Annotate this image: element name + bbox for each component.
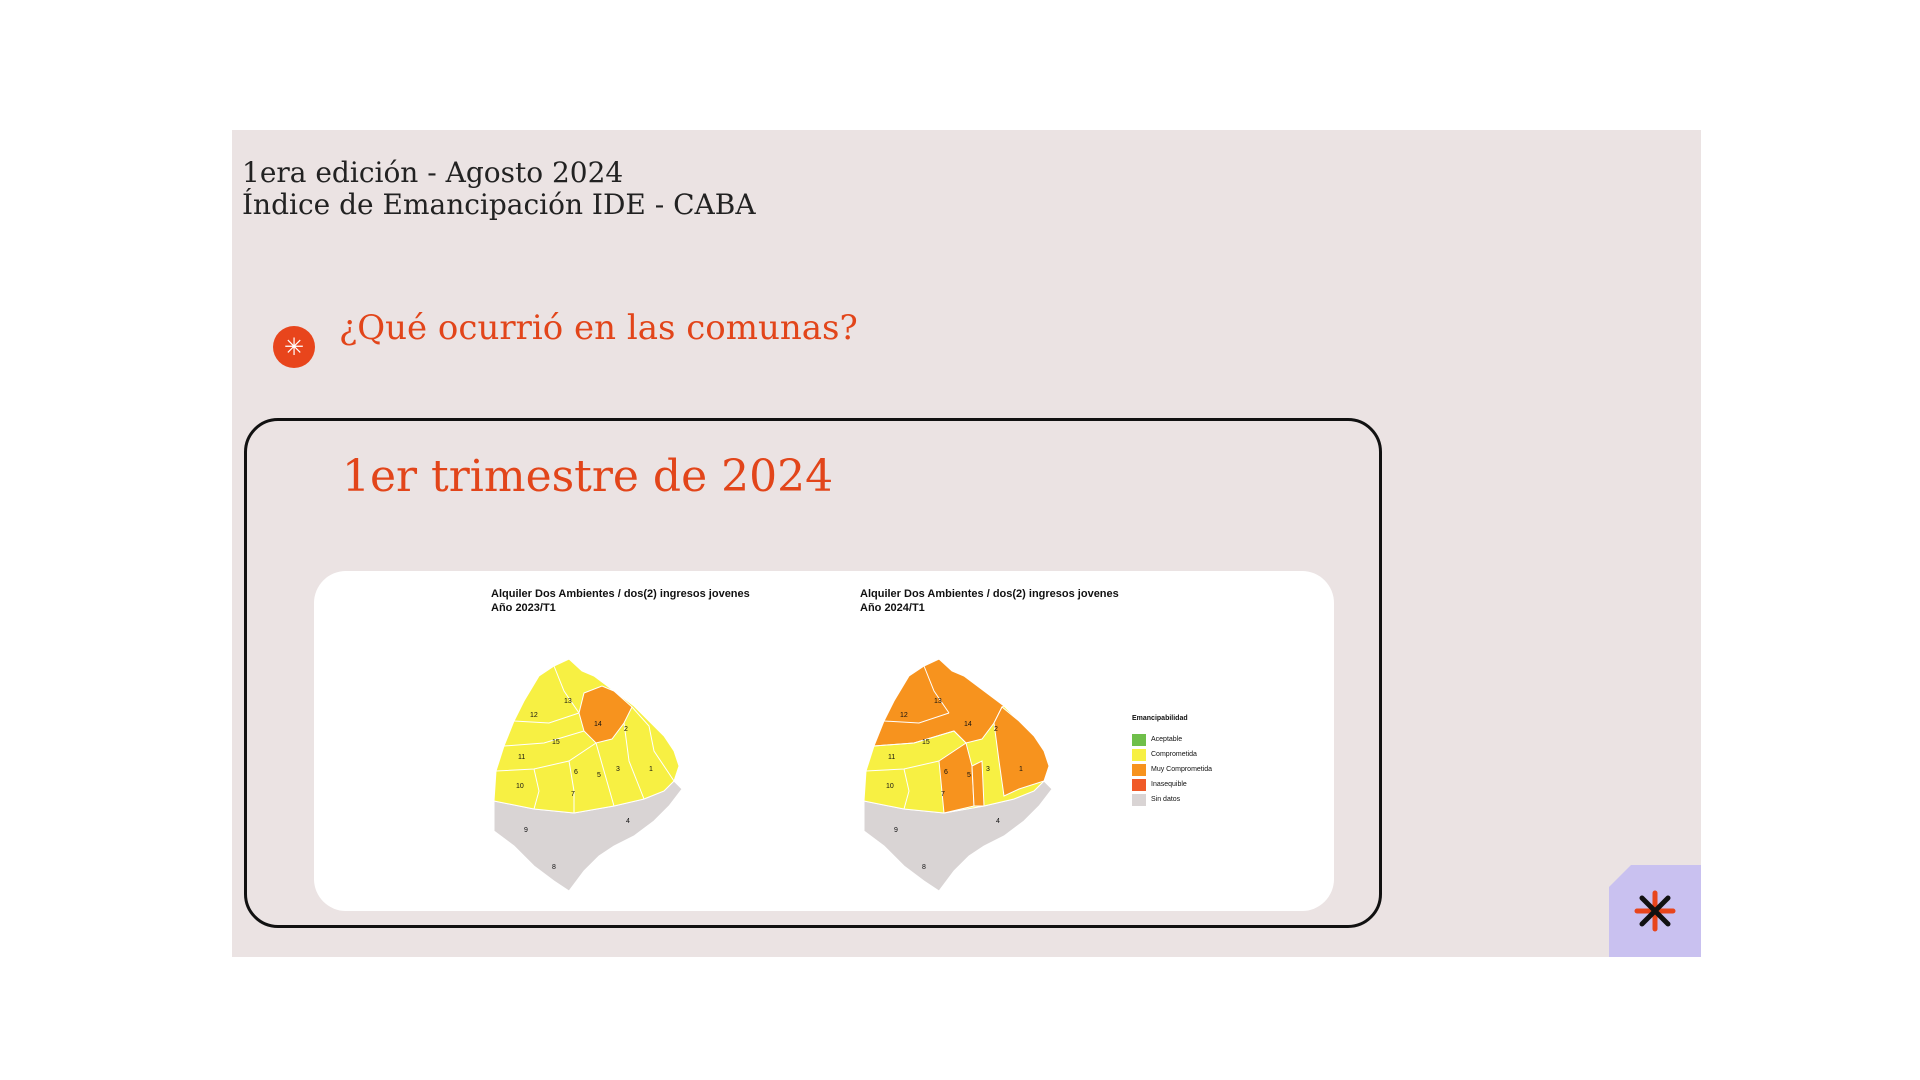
- comuna-label: 7: [941, 791, 945, 798]
- map-title-2023: Alquiler Dos Ambientes / dos(2) ingresos…: [491, 587, 750, 615]
- comuna-label: 2: [994, 726, 998, 733]
- legend-swatch: [1132, 763, 1146, 776]
- map-title-period: Año 2024/T1: [860, 602, 925, 614]
- map-legend: Emancipabilidad Aceptable Comprometida M…: [1132, 715, 1212, 807]
- comuna-14: [578, 685, 633, 744]
- map-title-period: Año 2023/T1: [491, 602, 556, 614]
- comuna-label: 3: [616, 766, 620, 773]
- comuna-label: 4: [996, 818, 1000, 825]
- comuna-label: 12: [900, 712, 908, 719]
- comuna-label: 14: [964, 721, 972, 728]
- map-title-line: Alquiler Dos Ambientes / dos(2) ingresos…: [491, 588, 750, 600]
- comuna-label: 13: [934, 698, 942, 705]
- legend-label: Comprometida: [1151, 751, 1197, 758]
- comuna-label: 3: [986, 766, 990, 773]
- comuna-label: 14: [594, 721, 602, 728]
- comuna-region: [493, 658, 680, 814]
- maps-panel: Alquiler Dos Ambientes / dos(2) ingresos…: [314, 571, 1334, 911]
- legend-label: Aceptable: [1151, 736, 1183, 743]
- legend-title: Emancipabilidad: [1132, 715, 1188, 722]
- comuna-label: 8: [922, 864, 926, 871]
- content-card: 1er trimestre de 2024 Alquiler Dos Ambie…: [244, 418, 1382, 928]
- legend-swatch: [1132, 748, 1146, 761]
- asterisk-icon: [1634, 890, 1676, 932]
- map-2023: 1 2 3 4 5 6 7 8 9 10 11 12 13 14 15: [493, 658, 683, 892]
- comuna-label: 9: [524, 827, 528, 834]
- card-title: 1er trimestre de 2024: [342, 451, 834, 502]
- comuna-label: 1: [649, 766, 653, 773]
- comuna-label: 1: [1019, 766, 1023, 773]
- legend-item: Aceptable: [1132, 732, 1212, 747]
- comuna-label: 4: [626, 818, 630, 825]
- comuna-label: 13: [564, 698, 572, 705]
- legend-swatch: [1132, 733, 1146, 746]
- asterisk-icon: ✳: [273, 326, 315, 368]
- comuna-label: 10: [886, 783, 894, 790]
- comuna-label: 15: [552, 739, 560, 746]
- index-title: Índice de Emancipación IDE - CABA: [242, 188, 756, 221]
- slide: 1era edición - Agosto 2024 Índice de Ema…: [232, 130, 1701, 957]
- corner-logo: [1609, 865, 1701, 957]
- comuna-label: 6: [574, 769, 578, 776]
- comuna-label: 7: [571, 791, 575, 798]
- comuna-label: 2: [624, 726, 628, 733]
- legend-swatch: [1132, 793, 1146, 806]
- comuna-label: 8: [552, 864, 556, 871]
- comuna-label: 10: [516, 783, 524, 790]
- legend-label: Muy Comprometida: [1151, 766, 1213, 773]
- legend-item: Inasequible: [1132, 777, 1212, 792]
- comuna-5: [971, 760, 985, 807]
- comuna-label: 5: [597, 772, 601, 779]
- section-question: ¿Qué ocurrió en las comunas?: [339, 308, 858, 348]
- map-title-line: Alquiler Dos Ambientes / dos(2) ingresos…: [860, 588, 1119, 600]
- legend-item: Comprometida: [1132, 747, 1212, 762]
- map-title-2024: Alquiler Dos Ambientes / dos(2) ingresos…: [860, 587, 1119, 615]
- comuna-label: 15: [922, 739, 930, 746]
- map-2024: 1 2 3 4 5 6 7 8 9 10 11 12 13 14 15: [863, 658, 1053, 892]
- comuna-label: 5: [967, 772, 971, 779]
- comuna-label: 9: [894, 827, 898, 834]
- comuna-label: 11: [518, 754, 525, 761]
- legend-label: Inasequible: [1151, 781, 1187, 788]
- comuna-label: 6: [944, 769, 948, 776]
- legend-swatch: [1132, 778, 1146, 791]
- comuna-label: 12: [530, 712, 538, 719]
- edition-text: 1era edición - Agosto 2024: [242, 156, 624, 189]
- legend-item: Sin datos: [1132, 792, 1212, 807]
- legend-item: Muy Comprometida: [1132, 762, 1212, 777]
- legend-label: Sin datos: [1151, 796, 1181, 803]
- comuna-label: 11: [888, 754, 895, 761]
- comuna-1: [993, 706, 1050, 797]
